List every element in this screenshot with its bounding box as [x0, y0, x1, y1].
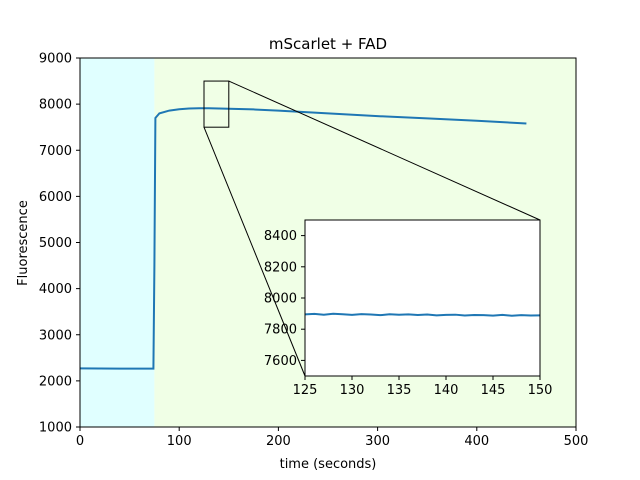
x-tick-label: 300: [365, 434, 390, 449]
y-tick-label: 3000: [39, 328, 72, 343]
y-tick-label: 4000: [39, 282, 72, 297]
inset-x-tick-label: 140: [434, 383, 459, 398]
inset-x-tick-label: 145: [481, 383, 506, 398]
zoom-box: [203, 80, 230, 128]
y-axis-label: Fluorescence: [16, 200, 31, 286]
x-tick-label: 100: [167, 434, 192, 449]
y-tick-label: 1000: [39, 421, 72, 436]
inset-x-tick-label: 125: [293, 383, 318, 398]
x-tick-label: 500: [564, 434, 589, 449]
inset-x-tick-label: 130: [340, 383, 365, 398]
x-tick-label: 0: [76, 434, 84, 449]
data-series-line: [79, 107, 527, 370]
inset-series-line: [304, 312, 541, 317]
inset-y-tick-label: 8200: [264, 260, 297, 275]
chart-title: mScarlet + FAD: [269, 35, 387, 53]
inset-y-tick-label: 8000: [264, 292, 297, 307]
inset-y-tick-label: 7800: [264, 323, 297, 338]
zoom-connector-line: [228, 80, 541, 221]
y-tick-label: 8000: [39, 98, 72, 113]
y-tick-label: 9000: [39, 52, 72, 67]
zoom-connector-line: [203, 126, 306, 377]
inset-x-tick-label: 150: [528, 383, 553, 398]
y-tick-label: 7000: [39, 144, 72, 159]
inset-background: [305, 220, 540, 376]
y-tick-label: 5000: [39, 236, 72, 251]
x-tick-label: 400: [464, 434, 489, 449]
inset-x-tick-label: 135: [387, 383, 412, 398]
x-axis-label: time (seconds): [280, 457, 377, 472]
y-tick-label: 6000: [39, 190, 72, 205]
x-tick-label: 200: [266, 434, 291, 449]
y-tick-label: 2000: [39, 374, 72, 389]
inset-y-tick-label: 8400: [264, 229, 297, 244]
background-region-1: [80, 58, 155, 427]
inset-y-tick-label: 7600: [264, 354, 297, 369]
